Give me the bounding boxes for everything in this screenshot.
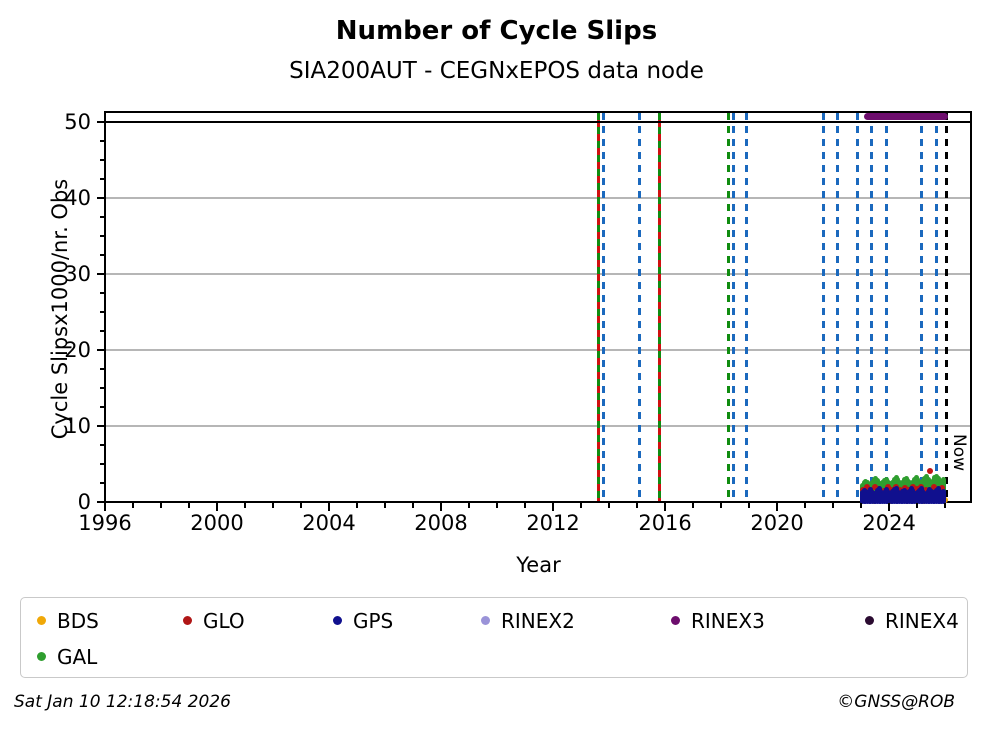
x-tick-major <box>552 503 555 511</box>
legend-label: BDS <box>57 608 99 633</box>
y-axis-label: Cycle Slipsx1000/nr. Obs <box>48 178 72 440</box>
x-tick-minor <box>692 503 694 508</box>
x-tick-label: 2000 <box>190 511 244 535</box>
x-tick-minor <box>720 503 722 508</box>
x-tick-major <box>664 503 667 511</box>
x-tick-minor <box>272 503 274 508</box>
x-tick-major <box>776 503 779 511</box>
x-tick-minor <box>944 503 946 508</box>
rinex4-marker-icon <box>865 616 874 625</box>
glo-marker-icon <box>183 616 192 625</box>
x-axis-label: Year <box>516 553 561 577</box>
x-tick-major <box>328 503 331 511</box>
x-tick-minor <box>832 503 834 508</box>
legend-item-bds: BDS <box>37 607 183 634</box>
x-tick-major <box>888 503 891 511</box>
legend-label: GPS <box>353 608 394 633</box>
rinex2-marker-icon <box>481 616 490 625</box>
legend-grid: BDS GLO GPS RINEX2 RINEX3 RINEX4 GAL <box>37 607 975 670</box>
x-tick-minor <box>748 503 750 508</box>
x-tick-major <box>440 503 443 511</box>
legend-label: GLO <box>203 608 245 633</box>
legend: BDS GLO GPS RINEX2 RINEX3 RINEX4 GAL <box>20 597 968 678</box>
x-tick-minor <box>916 503 918 508</box>
x-tick-minor <box>384 503 386 508</box>
x-tick-major <box>104 503 106 511</box>
chart-subtitle: SIA200AUT - CEGNxEPOS data node <box>289 58 704 84</box>
x-tick-label: 1996 <box>78 511 132 535</box>
plot-timestamp: Sat Jan 10 12:18:54 2026 <box>14 692 231 712</box>
legend-label: RINEX4 <box>885 608 959 633</box>
x-tick-label: 2024 <box>862 511 916 535</box>
gal-marker-icon <box>37 652 46 661</box>
x-tick-minor <box>496 503 498 508</box>
legend-label: RINEX2 <box>501 608 575 633</box>
x-tick-minor <box>804 503 806 508</box>
x-tick-minor <box>300 503 302 508</box>
x-tick-minor <box>860 503 862 508</box>
x-tick-label: 2008 <box>414 511 468 535</box>
x-tick-minor <box>468 503 470 508</box>
legend-item-rinex2: RINEX2 <box>481 607 671 634</box>
chart-title: Number of Cycle Slips <box>335 16 658 46</box>
legend-label: GAL <box>57 644 98 669</box>
legend-label: RINEX3 <box>691 608 765 633</box>
legend-item-gal: GAL <box>37 643 183 670</box>
legend-item-rinex3: RINEX3 <box>671 607 865 634</box>
rinex3-marker-icon <box>671 616 680 625</box>
plot-area <box>104 111 972 503</box>
x-tick-label: 2016 <box>638 511 692 535</box>
x-tick-minor <box>132 503 134 508</box>
x-tick-label: 2020 <box>750 511 804 535</box>
x-tick-minor <box>636 503 638 508</box>
x-tick-minor <box>244 503 246 508</box>
x-tick-minor <box>412 503 414 508</box>
gps-marker-icon <box>333 616 342 625</box>
copyright-credit: ©GNSS@ROB <box>837 692 955 712</box>
x-tick-minor <box>580 503 582 508</box>
x-tick-label: 2004 <box>302 511 356 535</box>
x-tick-minor <box>160 503 162 508</box>
x-tick-label: 2012 <box>526 511 580 535</box>
legend-item-gps: GPS <box>333 607 481 634</box>
legend-item-rinex4: RINEX4 <box>865 607 975 634</box>
x-tick-minor <box>608 503 610 508</box>
x-tick-major <box>216 503 218 511</box>
x-tick-minor <box>524 503 526 508</box>
x-tick-minor <box>188 503 190 508</box>
legend-item-glo: GLO <box>183 607 333 634</box>
bds-marker-icon <box>37 616 46 625</box>
x-tick-minor <box>356 503 358 508</box>
